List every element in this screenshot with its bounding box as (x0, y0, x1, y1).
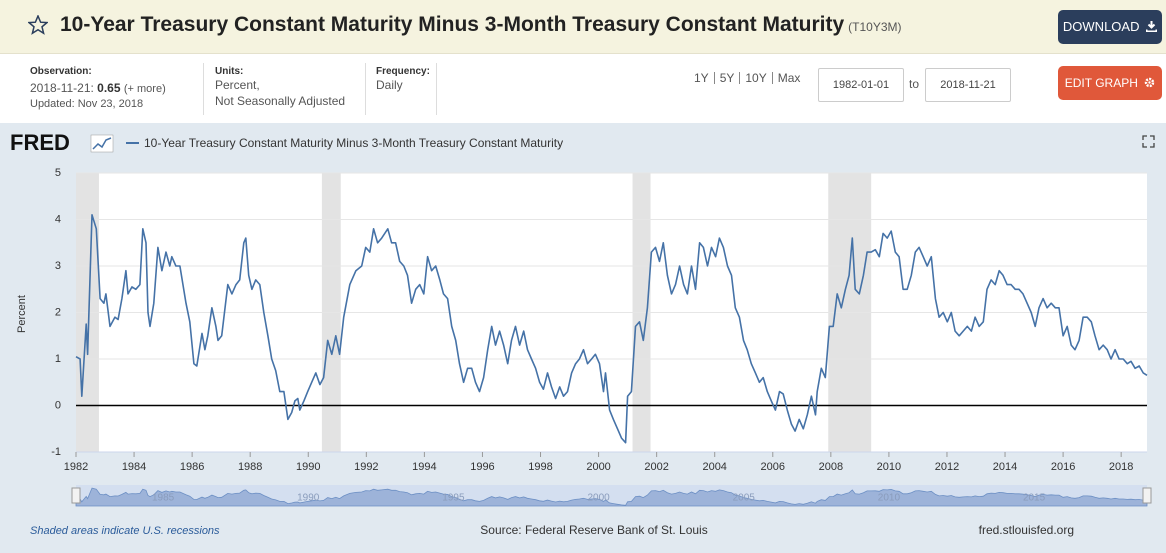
observation-label: Observation: (30, 66, 92, 77)
navigator-tick-label: 2000 (587, 493, 610, 504)
units-value: Percent, (215, 78, 260, 92)
separator (365, 63, 366, 115)
x-tick-label: 1992 (354, 461, 378, 473)
navigator-tick-label: 1995 (442, 493, 465, 504)
info-bar: Observation: 2018-11-21: 0.65 (+ more) U… (0, 54, 1166, 122)
series-id: (T10Y3M) (848, 20, 902, 34)
start-date-input[interactable]: 1982-01-01 (818, 68, 904, 102)
y-tick-label: 3 (55, 260, 61, 272)
to-label: to (909, 77, 920, 91)
observation-number: 0.65 (97, 81, 121, 95)
range-link[interactable]: 5Y (713, 72, 740, 84)
range-link[interactable]: 1Y (694, 71, 709, 85)
source-text: Source: Federal Reserve Bank of St. Loui… (480, 523, 707, 537)
separator (203, 63, 204, 115)
legend-label: 10-Year Treasury Constant Maturity Minus… (144, 136, 563, 150)
navigator-tick-label: 2005 (733, 493, 756, 504)
units-value: Not Seasonally Adjusted (215, 94, 346, 108)
updated-date: Updated: Nov 23, 2018 (30, 98, 144, 110)
y-tick-label: 2 (55, 306, 61, 318)
more-link[interactable]: (+ more) (123, 83, 166, 95)
x-tick-label: 2010 (877, 461, 901, 473)
gear-icon (1144, 77, 1155, 88)
x-tick-label: 1996 (470, 461, 494, 473)
site-text: fred.stlouisfed.org (979, 523, 1074, 537)
y-tick-label: 5 (55, 167, 61, 179)
separator (436, 63, 437, 115)
x-tick-label: 2002 (644, 461, 668, 473)
units-label: Units: (215, 66, 244, 77)
navigator-tick-label: 2015 (1023, 493, 1046, 504)
x-tick-label: 1986 (180, 461, 204, 473)
page-title: 10-Year Treasury Constant Maturity Minus… (60, 13, 902, 37)
favorite-star[interactable] (28, 15, 48, 35)
chart-area: FRED 10-Year Treasury Constant Maturity … (0, 123, 1166, 553)
observation-date: 2018-11-21: (30, 81, 94, 95)
x-tick-label: 1994 (412, 461, 436, 473)
x-tick-label: 2012 (935, 461, 959, 473)
range-links: 1Y 5Y 10Y Max (694, 72, 805, 84)
observation-value: 2018-11-21: 0.65 (+ more) (30, 80, 166, 97)
download-label: DOWNLOAD (1062, 19, 1140, 34)
navigator-area (75, 487, 1148, 507)
navigator-tick-label: 2010 (878, 493, 901, 504)
y-tick-label: -1 (51, 446, 61, 458)
end-date-input[interactable]: 2018-11-21 (925, 68, 1011, 102)
download-icon (1145, 21, 1158, 33)
range-link[interactable]: 10Y (739, 72, 771, 84)
logo-icon (90, 134, 114, 153)
navigator-tick-label: 1990 (297, 493, 320, 504)
x-tick-label: 1990 (296, 461, 320, 473)
series-line (75, 214, 1148, 444)
x-tick-label: 2006 (761, 461, 785, 473)
y-tick-label: 1 (55, 353, 61, 365)
fullscreen-icon[interactable] (1142, 135, 1155, 148)
navigator-handle[interactable] (71, 487, 81, 504)
header-bar: 10-Year Treasury Constant Maturity Minus… (0, 0, 1166, 54)
recession-note[interactable]: Shaded areas indicate U.S. recessions (30, 525, 220, 537)
frequency-label: Frequency: (376, 66, 430, 77)
y-axis-label: Percent (16, 295, 28, 333)
navigator-tick-label: 1985 (152, 493, 175, 504)
x-tick-label: 2004 (702, 461, 726, 473)
x-tick-label: 1998 (528, 461, 552, 473)
download-button[interactable]: DOWNLOAD (1058, 10, 1162, 44)
title-text: 10-Year Treasury Constant Maturity Minus… (60, 13, 845, 36)
x-tick-label: 2014 (993, 461, 1017, 473)
x-tick-label: 1982 (64, 461, 88, 473)
range-link[interactable]: Max (771, 72, 806, 84)
y-tick-label: 0 (55, 399, 61, 411)
frequency-value: Daily (376, 78, 403, 92)
fred-logo: FRED (10, 130, 70, 155)
y-tick-label: 4 (55, 213, 61, 225)
x-tick-label: 2000 (586, 461, 610, 473)
x-tick-label: 2018 (1109, 461, 1133, 473)
navigator-handle[interactable] (1142, 487, 1152, 504)
x-tick-label: 2008 (819, 461, 843, 473)
edit-graph-label: EDIT GRAPH (1064, 76, 1138, 90)
x-tick-label: 1984 (122, 461, 146, 473)
edit-graph-button[interactable]: EDIT GRAPH (1058, 66, 1162, 100)
x-tick-label: 1988 (238, 461, 262, 473)
x-tick-label: 2016 (1051, 461, 1075, 473)
